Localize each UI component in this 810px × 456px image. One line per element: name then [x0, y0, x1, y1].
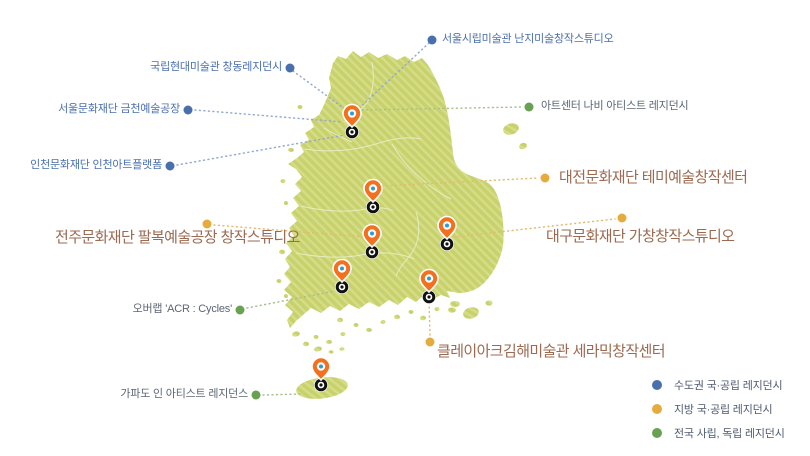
daegu-connector-line: [453, 218, 616, 238]
legend-dot-metro: [652, 380, 662, 390]
nabi-connector-line: [361, 106, 523, 111]
legend-item-regional: 지방 국·공립 레지던시: [652, 401, 785, 417]
nanji-connector-line: [354, 42, 430, 113]
clayarch-connector-line: [428, 302, 431, 336]
legend-label-regional: 지방 국·공립 레지던시: [674, 404, 773, 416]
gapado-connector-line: [262, 393, 303, 396]
gapado-label: 가파도 인 아티스트 레지던스: [120, 388, 248, 400]
incheon-label: 인천문화재단 인천아트플랫폼: [30, 159, 162, 171]
incheon-connector-line: [176, 134, 346, 166]
daegu-dot: [617, 213, 627, 223]
legend-dot-private: [652, 428, 662, 438]
daegu-label: 대구문화재단 가창창작스튜디오: [546, 228, 735, 245]
map-pins: [311, 103, 457, 392]
map-pin: [332, 258, 352, 294]
islands: [276, 105, 527, 399]
legend-label-metro: 수도권 국·공립 레지던시: [674, 380, 783, 392]
mainland-shape: [276, 51, 527, 399]
map-pin: [437, 215, 457, 251]
jeonju-label: 전주문화재단 팔복예술공장 창작스튜디오: [55, 229, 300, 246]
nanji-dot: [427, 35, 437, 45]
legend-label-private: 전국 사립, 독립 레지던시: [674, 428, 785, 440]
overlap-connector-line: [246, 290, 336, 309]
changdong-dot: [285, 63, 295, 73]
legend-item-metro: 수도권 국·공립 레지던시: [652, 377, 785, 393]
changdong-label: 국립현대미술관 창동레지던시: [150, 61, 282, 73]
map-pin: [311, 356, 331, 392]
map-pin: [362, 223, 382, 259]
legend-item-private: 전국 사립, 독립 레지던시: [652, 425, 785, 441]
gapado-dot: [251, 390, 261, 400]
map-pin: [419, 268, 439, 304]
incheon-dot: [165, 161, 175, 171]
connector-lines: [176, 42, 616, 396]
map-pin: [363, 178, 383, 214]
nabi-label: 아트센터 나비 아티스트 레지던시: [541, 100, 689, 112]
jeonju-dot: [202, 219, 212, 229]
nabi-dot: [524, 102, 534, 112]
daejeon-connector-line: [381, 177, 539, 187]
nanji-label: 서울시립미술관 난지미술창작스튜디오: [442, 33, 614, 45]
legend-dot-regional: [652, 404, 662, 414]
clayarch-label: 클레이아크김해미술관 세라믹창작센터: [437, 343, 666, 360]
geumcheon-dot: [183, 105, 193, 115]
daejeon-dot: [540, 173, 550, 183]
map-pin: [342, 103, 362, 139]
jeonju-connector-line: [213, 224, 366, 238]
changdong-connector-line: [292, 70, 350, 113]
overlap-dot: [235, 305, 245, 315]
clayarch-dot: [425, 337, 435, 347]
daejeon-label: 대전문화재단 테미예술창작센터: [559, 169, 748, 186]
geumcheon-label: 서울문화재단 금천예술공장: [58, 103, 180, 115]
overlap-label: 오버랩 'ACR : Cycles': [132, 303, 233, 315]
